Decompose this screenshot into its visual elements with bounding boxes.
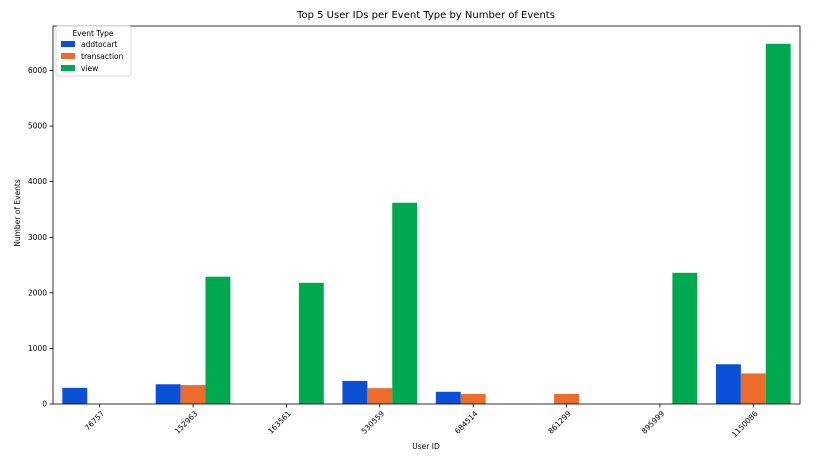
x-tick-label: 530559 — [360, 409, 387, 436]
legend-label-view: view — [81, 64, 98, 73]
bar-transaction-684514 — [460, 393, 486, 404]
legend-items: addtocart transaction view — [61, 40, 124, 73]
bar-transaction-861299 — [554, 393, 580, 404]
x-tick-label: 152963 — [173, 409, 200, 436]
legend-swatch-addtocart — [61, 41, 75, 47]
x-tick-label: 861299 — [546, 409, 573, 436]
bar-addtocart-530559 — [342, 380, 368, 404]
y-tick-label: 1000 — [28, 344, 47, 353]
bar-view-152963 — [205, 276, 231, 404]
bars-layer — [62, 43, 791, 404]
bar-transaction-152963 — [180, 385, 206, 404]
y-tick-label: 0 — [42, 400, 47, 409]
x-tick-label: 895999 — [640, 409, 667, 436]
y-tick-label: 4000 — [28, 177, 47, 186]
bar-transaction-530559 — [367, 388, 393, 404]
legend-swatch-view — [61, 65, 75, 71]
x-tick-label: 684514 — [453, 409, 480, 436]
bar-addtocart-152963 — [155, 384, 181, 404]
y-axis: 0 1000 2000 3000 4000 5000 6000 — [28, 66, 53, 409]
y-axis-label: Number of Events — [13, 179, 22, 247]
x-tick-label: 163561 — [266, 409, 293, 436]
legend: Event Type addtocart transaction view — [55, 25, 132, 77]
legend-swatch-transaction — [61, 53, 75, 59]
y-tick-label: 3000 — [28, 233, 47, 242]
x-axis: 76757 152963 163561 530559 684514 861299 89599… — [83, 404, 760, 439]
legend-box — [55, 25, 132, 77]
bar-view-530559 — [392, 202, 418, 404]
x-tick-label: 1150086 — [730, 409, 760, 439]
y-tick-label: 6000 — [28, 66, 47, 75]
bar-addtocart-1150086 — [715, 364, 741, 404]
chart-title: Top 5 User IDs per Event Type by Number … — [296, 10, 555, 21]
bar-addtocart-76757 — [62, 387, 88, 404]
bar-view-1150086 — [765, 43, 791, 404]
plot-frame — [52, 25, 801, 405]
y-tick-label: 5000 — [28, 122, 47, 131]
legend-label-addtocart: addtocart — [81, 40, 117, 49]
bar-addtocart-684514 — [435, 391, 461, 404]
y-tick-label: 2000 — [28, 288, 47, 297]
x-tick-label: 76757 — [83, 409, 106, 432]
bar-view-895999 — [672, 272, 698, 404]
x-axis-label: User ID — [412, 442, 440, 451]
bar-view-163561 — [298, 282, 324, 404]
legend-label-transaction: transaction — [81, 52, 124, 61]
bar-transaction-1150086 — [740, 373, 766, 404]
legend-title: Event Type — [72, 29, 113, 38]
